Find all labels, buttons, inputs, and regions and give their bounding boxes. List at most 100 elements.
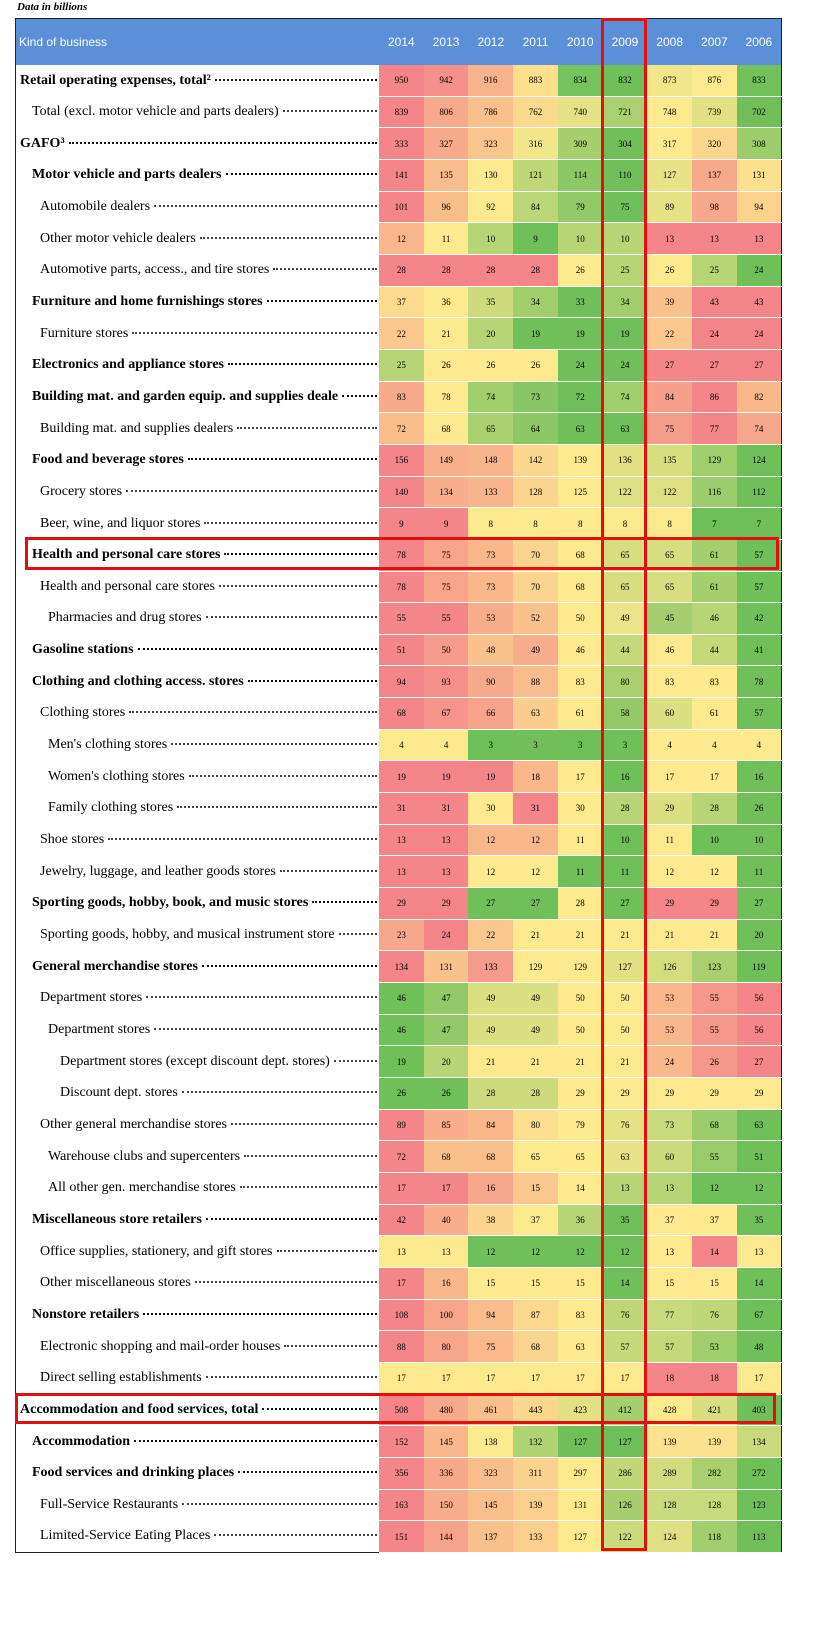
row-label-cell: Other miscellaneous stores bbox=[15, 1267, 379, 1300]
value-cell: 3 bbox=[468, 729, 514, 762]
value-cell: 129 bbox=[557, 950, 603, 984]
value-cell: 8 bbox=[557, 507, 603, 540]
value-cell: 73 bbox=[513, 381, 558, 414]
row-label: Jewelry, luggage, and leather goods stor… bbox=[16, 864, 379, 880]
leader-dots bbox=[201, 964, 377, 967]
value-cell: 51 bbox=[736, 1140, 782, 1173]
value-cell: 34 bbox=[513, 286, 558, 319]
row-label-cell: Department stores bbox=[15, 1014, 379, 1046]
value-cell: 19 bbox=[557, 317, 603, 350]
value-cell: 17 bbox=[423, 1172, 469, 1205]
row-label-text: Furniture stores bbox=[40, 325, 129, 341]
value-cell: 94 bbox=[736, 191, 782, 224]
value-cell: 12 bbox=[513, 1235, 558, 1268]
value-cell: 50 bbox=[602, 982, 648, 1015]
table-row: Food and beverage stores 156 149 148 142 139 1… bbox=[15, 444, 782, 477]
table-row: All other gen. merchandise stores 17 17 16 1… bbox=[15, 1172, 782, 1205]
value-cell: 21 bbox=[468, 1045, 514, 1078]
value-cell: 28 bbox=[557, 887, 603, 920]
value-cell: 65 bbox=[602, 539, 648, 572]
value-cell: 68 bbox=[513, 1330, 558, 1363]
value-cell: 108 bbox=[379, 1299, 424, 1332]
value-cell: 839 bbox=[379, 96, 424, 129]
value-cell: 9 bbox=[513, 222, 558, 255]
value-cell: 16 bbox=[602, 760, 648, 794]
value-cell: 65 bbox=[647, 539, 693, 572]
value-cell: 65 bbox=[602, 571, 648, 604]
row-label: Beer, wine, and liquor stores bbox=[16, 516, 379, 532]
row-label-cell: Total (excl. motor vehicle and parts dea… bbox=[15, 96, 379, 128]
value-cell: 740 bbox=[557, 96, 603, 129]
value-cell: 29 bbox=[647, 792, 693, 825]
value-cell: 26 bbox=[692, 1045, 737, 1078]
row-label: Building mat. and garden equip. and supp… bbox=[16, 389, 379, 405]
value-cell: 53 bbox=[647, 982, 693, 1015]
value-cell: 34 bbox=[602, 286, 648, 319]
value-cell: 73 bbox=[468, 571, 514, 604]
row-label: Office supplies, stationery, and gift st… bbox=[16, 1244, 379, 1260]
value-cell: 17 bbox=[513, 1362, 558, 1395]
row-label-text: Furniture and home furnishings stores bbox=[32, 293, 263, 309]
value-cell: 139 bbox=[647, 1425, 693, 1458]
value-cell: 86 bbox=[692, 381, 737, 414]
row-label-cell: Gasoline stations bbox=[15, 634, 379, 666]
leader-dots bbox=[273, 268, 377, 271]
table-row: Automobile dealers 101 96 92 84 79 75 89 98 94 bbox=[15, 191, 782, 224]
value-cell: 127 bbox=[602, 1425, 648, 1458]
value-cell: 96 bbox=[423, 191, 469, 224]
value-cell: 14 bbox=[602, 1267, 648, 1300]
value-cell: 68 bbox=[692, 1109, 737, 1142]
row-label-text: Clothing and clothing access. stores bbox=[32, 673, 244, 689]
value-cell: 89 bbox=[647, 191, 693, 224]
leader-dots bbox=[282, 109, 377, 112]
value-cell: 82 bbox=[736, 381, 782, 414]
row-label: Family clothing stores bbox=[16, 800, 379, 816]
row-label-text: Food services and drinking places bbox=[32, 1465, 235, 1481]
value-cell: 950 bbox=[379, 65, 424, 97]
value-cell: 28 bbox=[692, 792, 737, 825]
value-cell: 739 bbox=[692, 96, 737, 129]
table-row: GAFO³ 333 327 323 316 309 304 317 320 308 bbox=[15, 127, 782, 160]
value-cell: 35 bbox=[468, 286, 514, 319]
value-cell: 72 bbox=[379, 412, 424, 445]
table-row: Clothing stores 68 67 66 63 61 58 60 61 57 bbox=[15, 697, 782, 730]
value-cell: 43 bbox=[692, 286, 737, 319]
value-cell: 61 bbox=[692, 697, 737, 730]
row-label: All other gen. merchandise stores bbox=[16, 1180, 379, 1196]
table-row: Furniture and home furnishings stores 37 3… bbox=[15, 286, 782, 319]
value-cell: 55 bbox=[692, 1014, 737, 1047]
value-cell: 90 bbox=[468, 665, 514, 699]
row-label-cell: Full-Service Restaurants bbox=[15, 1489, 379, 1521]
row-label-text: Beer, wine, and liquor stores bbox=[40, 515, 201, 531]
value-cell: 37 bbox=[513, 1204, 558, 1237]
value-cell: 76 bbox=[602, 1109, 648, 1142]
table-row: Department stores 46 47 49 49 50 50 53 55 56 bbox=[15, 982, 782, 1015]
column-header: 2009 bbox=[602, 18, 648, 65]
value-cell: 63 bbox=[557, 1330, 603, 1363]
value-cell: 26 bbox=[379, 1077, 424, 1110]
row-label: Nonstore retailers bbox=[16, 1307, 379, 1323]
value-cell: 118 bbox=[692, 1520, 737, 1553]
row-label-cell: Warehouse clubs and supercenters bbox=[15, 1140, 379, 1173]
value-cell: 119 bbox=[736, 950, 782, 984]
value-cell: 68 bbox=[557, 539, 603, 572]
row-label-text: All other gen. merchandise stores bbox=[48, 1180, 236, 1196]
row-label-cell: Building mat. and supplies dealers bbox=[15, 412, 379, 445]
value-cell: 78 bbox=[423, 381, 469, 414]
table-row: Office supplies, stationery, and gift st… bbox=[15, 1235, 782, 1268]
value-cell: 24 bbox=[557, 349, 603, 382]
value-cell: 21 bbox=[557, 919, 603, 952]
value-cell: 126 bbox=[602, 1489, 648, 1522]
row-label: Food and beverage stores bbox=[16, 452, 379, 468]
value-cell: 22 bbox=[468, 919, 514, 952]
value-cell: 145 bbox=[468, 1489, 514, 1522]
row-label-cell: Electronic shopping and mail-order house… bbox=[15, 1330, 379, 1363]
table-row: Full-Service Restaurants 163 150 145 139 131 1… bbox=[15, 1489, 782, 1522]
table-row: Limited-Service Eating Places 151 144 137 13… bbox=[15, 1520, 782, 1553]
leader-dots bbox=[205, 1217, 377, 1220]
value-cell: 88 bbox=[379, 1330, 424, 1363]
row-label: Health and personal care stores bbox=[16, 579, 379, 595]
value-cell: 26 bbox=[423, 1077, 469, 1110]
row-label-cell: Furniture stores bbox=[15, 317, 379, 350]
value-cell: 123 bbox=[736, 1489, 782, 1522]
